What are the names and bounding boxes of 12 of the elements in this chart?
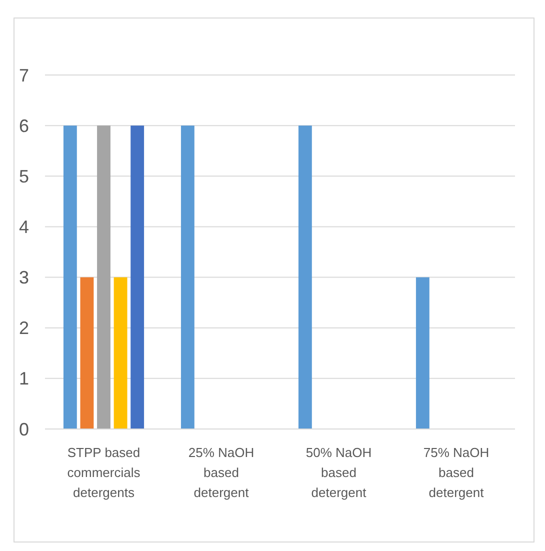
x-tick-label: 25% NaOH based detergent — [188, 445, 254, 500]
y-tick-label: 2 — [18, 318, 30, 338]
y-tick-label: 3 — [18, 268, 30, 288]
x-tick-label: 50% NaOH based detergent — [306, 445, 372, 500]
y-tick-label: 5 — [18, 166, 30, 186]
y-tick-label: 0 — [18, 419, 30, 440]
x-tick-label: 75% NaOH based detergent — [423, 445, 490, 500]
y-tick-label: 6 — [18, 116, 30, 136]
y-tick-label: 7 — [18, 65, 30, 86]
y-tick-label: 4 — [18, 217, 30, 238]
x-tick-label: STPP based commercials detergents — [67, 445, 141, 500]
y-tick-label: 1 — [18, 368, 30, 389]
